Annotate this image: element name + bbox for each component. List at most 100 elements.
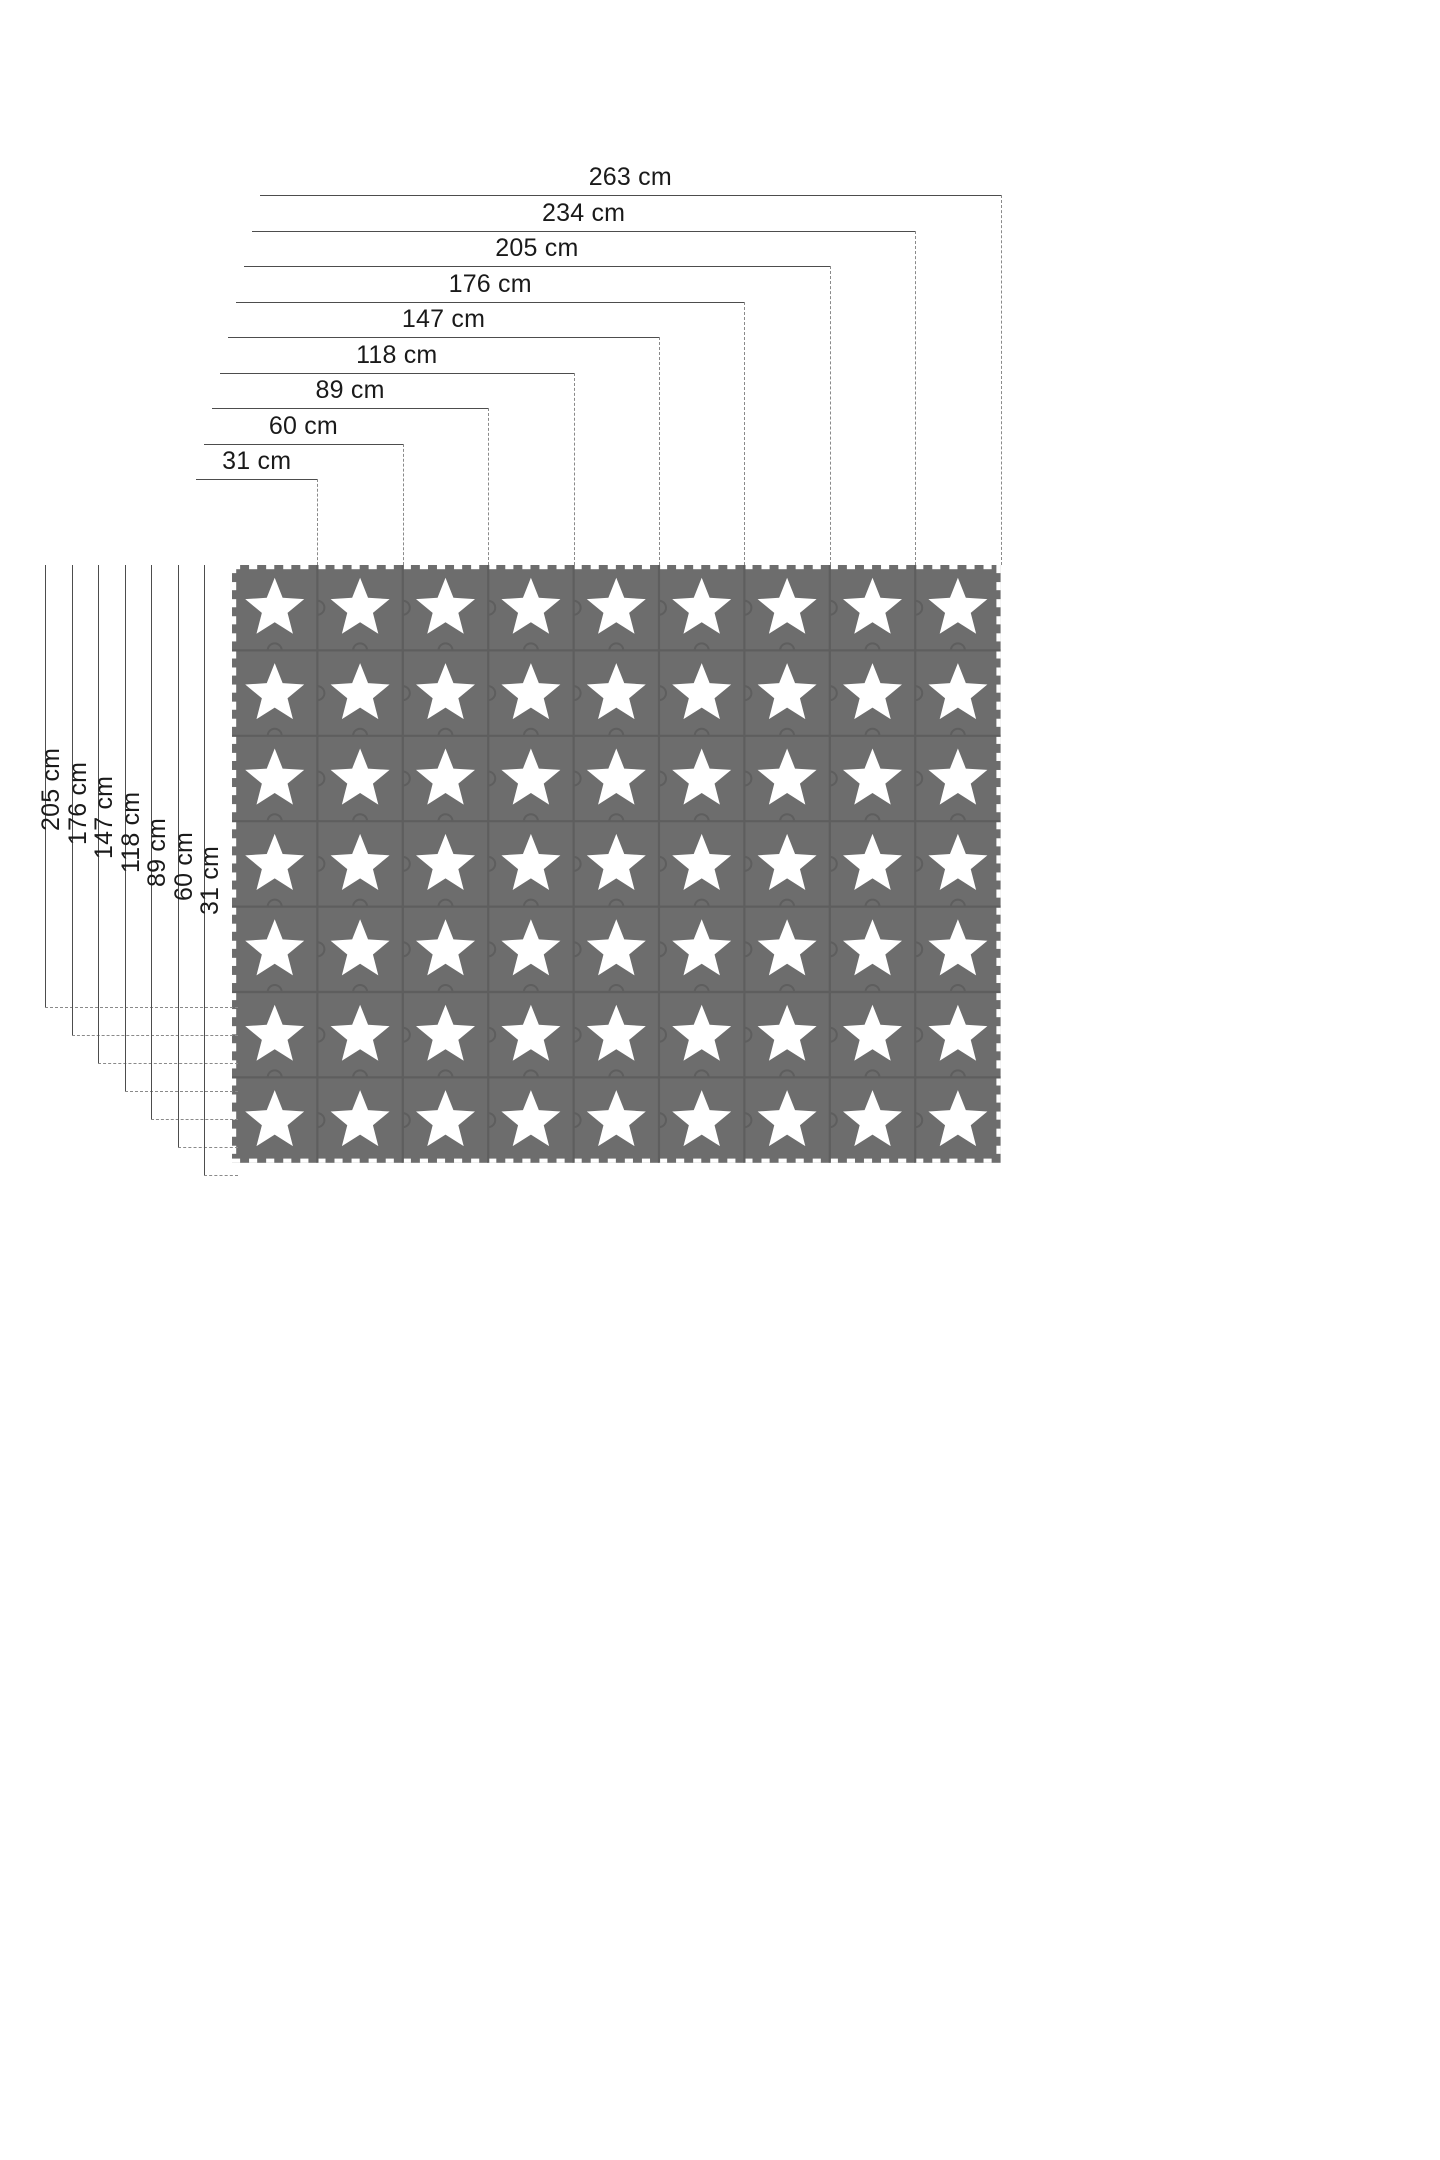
star-motif (330, 663, 390, 720)
top-dimension-origin (204, 444, 205, 575)
star-motif (501, 833, 561, 890)
top-dimension-label: 60 cm (268, 411, 338, 440)
star-motif (416, 1090, 475, 1147)
top-dimension-label: 234 cm (542, 198, 626, 227)
star-motif (843, 748, 902, 805)
top-dimension-line (244, 266, 830, 267)
left-dimension-line (98, 565, 99, 1063)
left-dimension-label: 89 cm (143, 817, 171, 887)
left-dimension-extension (98, 1063, 238, 1064)
star-motif (586, 919, 646, 976)
top-dimension-extension (915, 230, 917, 565)
star-motif (245, 1090, 305, 1147)
top-dimension-label: 263 cm (588, 163, 672, 191)
left-dimension-label: 60 cm (169, 831, 198, 901)
star-motif (245, 1004, 305, 1061)
star-motif (245, 663, 305, 720)
top-dimension-extension (488, 408, 490, 565)
top-dimension-extension (659, 337, 660, 565)
star-motif (501, 1090, 561, 1147)
star-motif (843, 1004, 902, 1061)
top-dimension-line (204, 443, 403, 445)
star-motif (501, 1004, 561, 1061)
left-dimension-line (204, 565, 205, 1175)
left-dimension-extension (151, 1119, 238, 1120)
star-motif (672, 919, 732, 976)
star-motif (330, 1004, 390, 1061)
top-dimension-line (196, 479, 318, 480)
star-motif (672, 833, 732, 890)
star-motif (757, 1004, 817, 1061)
left-dimension-line (71, 565, 73, 1035)
left-dimension-label: 31 cm (196, 845, 224, 915)
star-motif (928, 1004, 988, 1061)
top-dimension-extension (573, 372, 575, 565)
top-dimension-label: 147 cm (401, 305, 486, 333)
star-motif (757, 577, 817, 634)
star-motif (843, 833, 902, 890)
top-dimension-extension (744, 301, 746, 565)
star-motif (245, 833, 305, 890)
top-dimension-extension (402, 443, 404, 565)
star-motif (330, 577, 390, 634)
star-motif (843, 577, 902, 634)
star-motif (843, 919, 902, 976)
star-motif (416, 1004, 475, 1061)
top-dimension-label: 205 cm (495, 234, 579, 262)
star-motif (416, 577, 475, 634)
star-motif (843, 663, 902, 720)
star-motif (672, 663, 732, 720)
star-motif (330, 748, 390, 805)
star-motif (501, 919, 561, 976)
top-dimension-label: 31 cm (222, 447, 292, 475)
star-motif (245, 919, 305, 976)
star-motif (928, 833, 988, 890)
star-motif (245, 577, 305, 634)
top-dimension-label: 176 cm (448, 269, 532, 298)
left-dimension-line (151, 565, 152, 1119)
top-dimension-line (220, 372, 574, 374)
star-motif (416, 833, 475, 890)
star-motif (586, 748, 646, 805)
star-motif (757, 1090, 817, 1147)
top-dimension-origin (236, 302, 237, 575)
top-dimension-label: 118 cm (356, 340, 438, 369)
star-motif (928, 1090, 988, 1147)
star-motif (416, 748, 475, 805)
top-dimension-extension (829, 266, 831, 565)
star-motif (586, 1004, 646, 1061)
top-dimension-origin (196, 479, 197, 574)
star-motif (928, 919, 988, 976)
star-motif (330, 919, 390, 976)
top-dimension-origin (212, 408, 213, 574)
top-dimension-origin (244, 266, 245, 574)
left-dimension-line (45, 565, 46, 1007)
star-motif (928, 577, 988, 634)
star-motif (757, 748, 817, 805)
top-dimension-extension (1000, 195, 1002, 565)
star-motif (245, 748, 305, 805)
star-motif (586, 1090, 646, 1147)
top-dimension-origin (220, 373, 221, 575)
left-dimension-extension (177, 1147, 238, 1148)
star-motif (416, 663, 475, 720)
top-dimension-line (236, 301, 745, 303)
top-dimension-origin (260, 195, 261, 574)
star-motif (757, 663, 817, 720)
top-dimension-line (212, 408, 489, 409)
left-dimension-extension (204, 1175, 238, 1176)
top-dimension-origin (252, 231, 253, 575)
star-motif (672, 748, 732, 805)
star-motif (928, 663, 988, 720)
star-motif (672, 577, 732, 634)
left-dimension-extension (45, 1007, 238, 1008)
top-dimension-line (252, 230, 916, 232)
left-dimension-label: 205 cm (37, 747, 65, 831)
star-motif (928, 748, 988, 805)
left-dimension-label: 118 cm (116, 791, 145, 873)
left-dimension-line (177, 565, 179, 1147)
star-motif (757, 833, 817, 890)
top-dimension-extension (317, 479, 319, 565)
